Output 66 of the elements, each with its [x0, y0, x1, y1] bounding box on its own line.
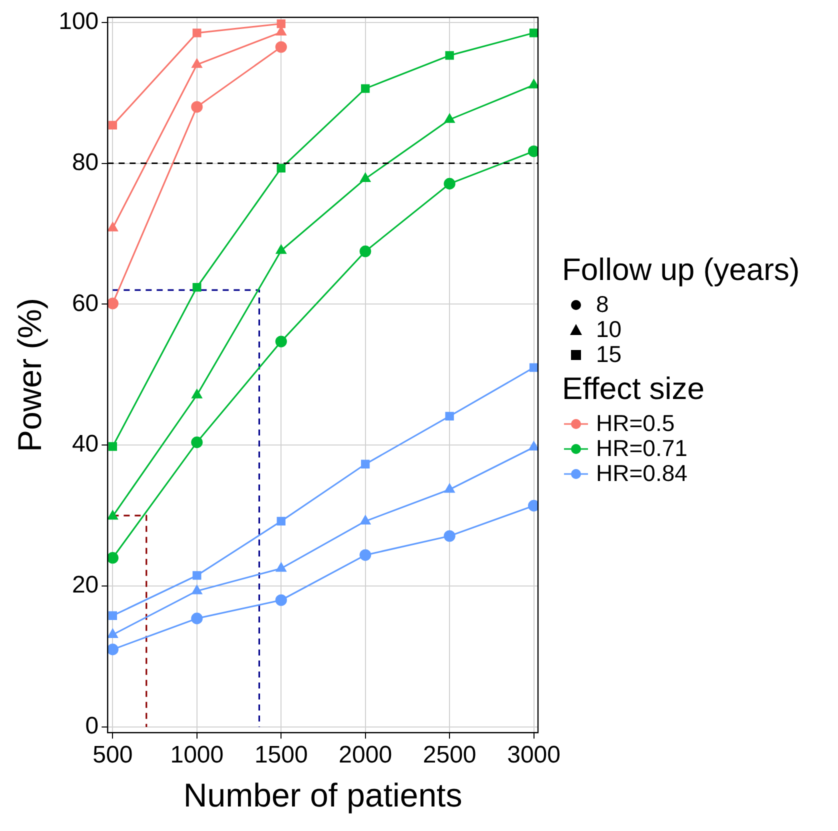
point	[108, 611, 118, 620]
y-tick-label: 60	[72, 290, 99, 317]
legend-label: 15	[596, 341, 622, 368]
point	[445, 51, 454, 60]
point	[191, 436, 203, 448]
point	[192, 585, 202, 594]
point	[528, 145, 538, 158]
y-tick-label: 80	[72, 148, 99, 176]
legend-label: 8	[596, 291, 609, 318]
point	[529, 28, 538, 38]
y-tick-label: 20	[72, 572, 99, 599]
y-axis-title: Power (%)	[10, 298, 48, 452]
legend-label: HR=0.84	[596, 460, 688, 487]
point	[108, 120, 118, 130]
point	[108, 644, 118, 656]
point	[192, 58, 202, 68]
point	[108, 298, 118, 310]
point	[191, 612, 203, 624]
y-tick-label: 0	[85, 712, 99, 740]
point	[108, 552, 118, 564]
point	[360, 515, 370, 525]
point	[360, 246, 372, 258]
point	[275, 336, 287, 348]
y-tick-label: 100	[58, 8, 99, 35]
point	[276, 244, 286, 254]
point	[276, 19, 286, 28]
legend-label: 10	[596, 316, 622, 343]
x-tick-label: 2500	[422, 742, 476, 769]
point	[444, 178, 456, 190]
point	[192, 28, 202, 38]
point	[361, 460, 370, 468]
point	[444, 484, 455, 493]
point	[108, 222, 118, 232]
x-tick-label: 500	[92, 742, 133, 769]
legend-label: HR=0.5	[596, 410, 675, 437]
point	[275, 594, 287, 606]
x-tick-label: 1000	[170, 742, 224, 769]
point	[528, 500, 538, 512]
point	[276, 516, 286, 526]
y-tick-label: 40	[72, 430, 99, 458]
text: Effect size	[562, 371, 706, 407]
legend-title: Follow up (years)	[562, 252, 800, 288]
point	[528, 79, 538, 88]
x-tick-label: 3000	[507, 742, 560, 769]
point	[444, 530, 456, 542]
point	[276, 164, 286, 173]
point	[108, 628, 118, 638]
x-axis-title: Number of patients	[183, 776, 462, 814]
point	[361, 84, 370, 93]
point	[528, 441, 538, 451]
legend-label: HR=0.71	[596, 435, 688, 462]
point	[276, 562, 286, 572]
point	[192, 571, 202, 580]
point	[191, 101, 203, 113]
point	[108, 442, 118, 451]
point	[192, 282, 202, 292]
x-tick-label: 1500	[254, 742, 308, 769]
point	[108, 510, 118, 520]
point	[445, 412, 454, 421]
point	[275, 41, 287, 53]
x-tick-label: 2000	[338, 742, 392, 769]
point	[360, 172, 370, 182]
point	[192, 389, 202, 398]
point	[529, 363, 538, 372]
point	[360, 549, 372, 561]
point	[444, 114, 455, 123]
